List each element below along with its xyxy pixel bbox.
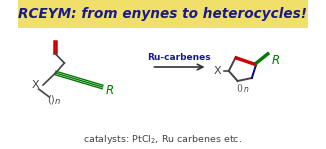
Text: Ru-carbenes: Ru-carbenes [147, 52, 211, 62]
Text: R: R [106, 83, 114, 97]
Text: X: X [214, 66, 222, 76]
Text: n: n [54, 97, 60, 107]
Text: R: R [272, 55, 279, 67]
Text: n: n [244, 86, 249, 94]
Text: catalysts: PtCl$_2$, Ru carbenes etc.: catalysts: PtCl$_2$, Ru carbenes etc. [83, 132, 243, 146]
Text: (): () [236, 83, 243, 93]
Text: X: X [31, 80, 39, 90]
Text: RCEYM: from enynes to heterocycles!: RCEYM: from enynes to heterocycles! [19, 7, 307, 21]
Text: (): () [48, 95, 55, 105]
FancyBboxPatch shape [18, 0, 308, 28]
